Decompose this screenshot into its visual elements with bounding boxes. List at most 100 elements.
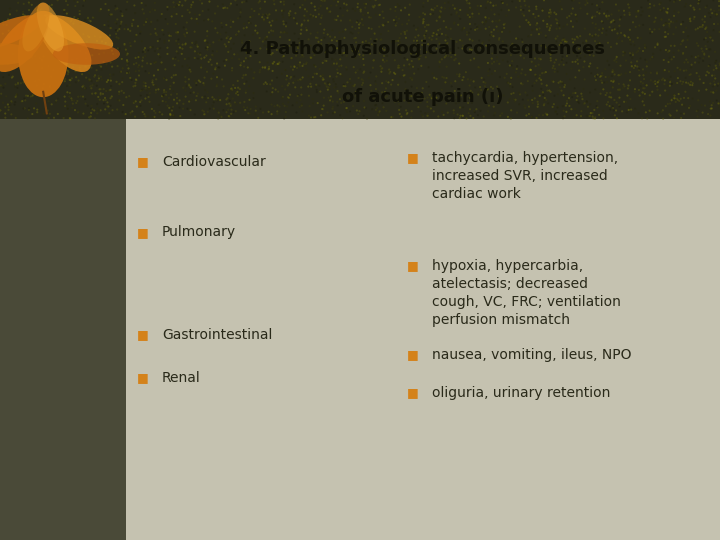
Point <box>328 0 340 5</box>
Point <box>138 53 149 62</box>
Point <box>6 64 17 73</box>
Point <box>84 69 95 77</box>
Point <box>59 102 71 111</box>
Point <box>27 91 39 99</box>
Point <box>162 50 174 58</box>
Point <box>691 107 703 116</box>
Point <box>541 110 553 119</box>
Point <box>589 114 600 123</box>
Point <box>374 22 385 31</box>
Point <box>82 14 94 22</box>
Point <box>105 58 117 67</box>
Point <box>454 103 466 112</box>
Point <box>632 33 644 42</box>
Point <box>65 114 76 123</box>
Point <box>95 44 107 53</box>
Point <box>561 37 572 46</box>
Point <box>250 106 261 115</box>
Point <box>352 93 364 102</box>
Point <box>220 56 232 64</box>
Text: ■: ■ <box>407 259 418 272</box>
Point <box>381 92 392 100</box>
Point <box>672 74 684 83</box>
Point <box>254 0 266 5</box>
Point <box>133 66 145 75</box>
Point <box>34 21 45 29</box>
Point <box>487 84 499 93</box>
Point <box>59 54 71 63</box>
Point <box>503 78 514 87</box>
Point <box>660 18 672 27</box>
Point <box>569 42 580 51</box>
Point <box>544 41 555 50</box>
Point <box>98 96 109 104</box>
Point <box>536 85 547 93</box>
Point <box>162 102 174 110</box>
Point <box>168 3 180 11</box>
Point <box>678 66 690 75</box>
Point <box>65 76 76 85</box>
Point <box>11 24 22 33</box>
Point <box>644 29 656 38</box>
Point <box>37 84 48 93</box>
Point <box>292 60 304 69</box>
Point <box>331 65 343 74</box>
Point <box>588 106 600 114</box>
Point <box>682 58 693 66</box>
Point <box>377 7 388 16</box>
Point <box>27 110 38 118</box>
Point <box>366 86 377 95</box>
Point <box>532 48 544 56</box>
Point <box>520 88 531 97</box>
Point <box>114 80 125 89</box>
Point <box>258 36 269 44</box>
Point <box>442 109 454 117</box>
Point <box>46 53 58 62</box>
Point <box>40 6 51 15</box>
Point <box>257 10 269 19</box>
Point <box>663 67 675 76</box>
Point <box>166 73 177 82</box>
Point <box>27 74 39 83</box>
Point <box>379 87 391 96</box>
Point <box>314 65 325 73</box>
Point <box>376 44 387 53</box>
Point <box>148 106 160 115</box>
Point <box>600 11 612 20</box>
Point <box>317 73 328 82</box>
Point <box>23 45 35 54</box>
Ellipse shape <box>37 3 64 51</box>
Point <box>102 86 113 95</box>
Point <box>315 46 326 55</box>
Point <box>292 44 304 52</box>
Point <box>668 79 680 88</box>
Point <box>140 94 151 103</box>
Point <box>190 38 202 46</box>
Point <box>541 20 553 29</box>
Point <box>294 60 305 69</box>
Point <box>602 38 613 47</box>
Point <box>540 33 552 42</box>
Point <box>390 37 402 45</box>
Point <box>665 0 676 5</box>
Point <box>694 23 706 31</box>
Point <box>669 67 680 76</box>
Point <box>389 37 400 46</box>
Point <box>504 28 516 36</box>
Point <box>449 18 460 27</box>
Point <box>502 78 513 87</box>
Point <box>664 82 675 90</box>
Point <box>65 17 76 26</box>
Point <box>189 77 201 85</box>
Point <box>585 69 597 78</box>
Point <box>394 91 405 100</box>
Point <box>193 76 204 85</box>
Point <box>526 82 538 90</box>
Point <box>34 1 45 9</box>
Point <box>171 39 183 48</box>
Point <box>561 107 572 116</box>
Point <box>339 82 351 91</box>
Point <box>675 20 687 29</box>
Point <box>344 16 356 25</box>
Point <box>0 41 9 50</box>
